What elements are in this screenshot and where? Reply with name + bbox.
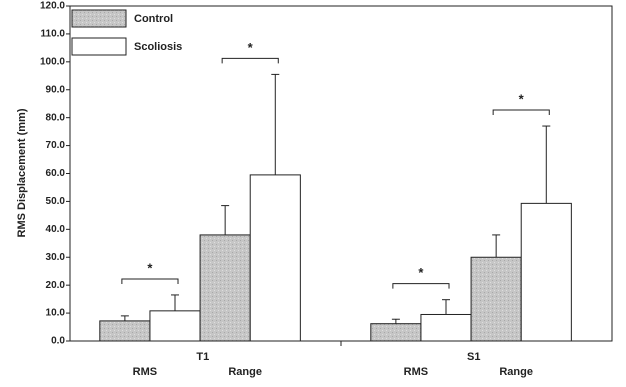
legend-swatch	[71, 37, 127, 56]
bar	[520, 202, 572, 342]
bar	[149, 310, 201, 342]
legend-label: Control	[134, 13, 173, 25]
x-tick-label: RMS	[404, 366, 428, 378]
y-tick-label: 80.0	[46, 112, 66, 123]
significance-bracket	[392, 283, 450, 289]
significance-bracket	[492, 109, 550, 116]
x-tick-label: Range	[499, 366, 533, 378]
significance-star: *	[248, 40, 254, 55]
x-tick-label: RMS	[133, 366, 157, 378]
y-tick-label: 20.0	[46, 280, 66, 291]
significance-star: *	[147, 260, 153, 275]
bar	[470, 256, 522, 342]
bar	[99, 320, 151, 342]
bar	[199, 234, 251, 342]
legend-label: Scoliosis	[134, 41, 182, 53]
group-label: S1	[467, 351, 480, 363]
legend-swatch	[71, 9, 127, 28]
y-tick-label: 10.0	[46, 308, 66, 319]
significance-bracket	[221, 57, 279, 64]
y-tick-label: 40.0	[46, 224, 66, 235]
y-tick-label: 60.0	[46, 168, 66, 179]
y-tick-label: 70.0	[46, 140, 66, 151]
y-tick-label: 50.0	[46, 196, 66, 207]
y-tick-label: 100.0	[40, 56, 65, 67]
y-tick-label: 90.0	[46, 84, 66, 95]
significance-star: *	[519, 91, 525, 106]
x-tick-label: Range	[228, 366, 262, 378]
bar	[249, 174, 301, 342]
y-tick-label: 110.0	[41, 29, 66, 40]
significance-bracket	[121, 278, 179, 284]
y-axis-label: RMS Displacement (mm)	[16, 108, 28, 237]
bar	[420, 313, 472, 342]
significance-star: *	[418, 265, 424, 280]
group-label: T1	[196, 351, 209, 363]
y-tick-label: 30.0	[46, 252, 66, 263]
y-tick-label: 0.0	[51, 336, 65, 347]
y-tick-label: 120.0	[40, 1, 65, 12]
bar	[370, 323, 422, 342]
